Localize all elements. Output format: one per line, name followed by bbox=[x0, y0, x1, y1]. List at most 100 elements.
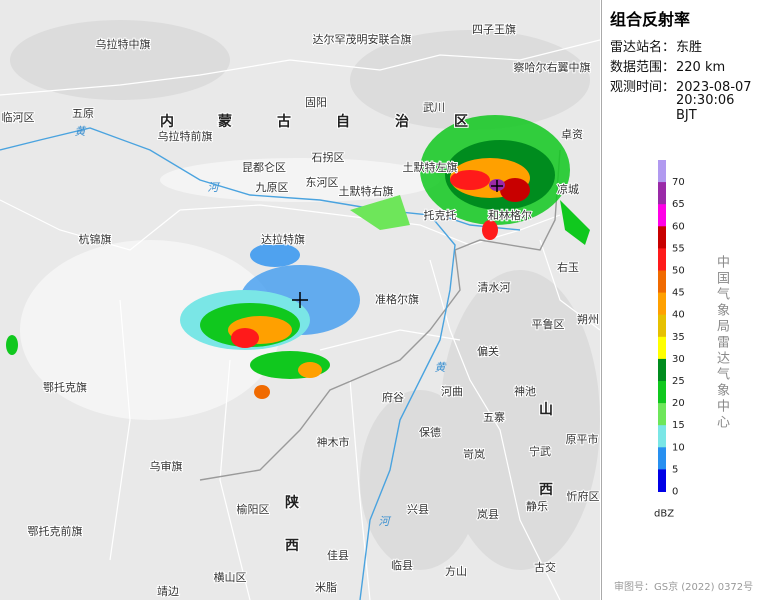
legend-tick-label: 30 bbox=[672, 354, 685, 365]
legend-tick-label: 25 bbox=[672, 376, 685, 387]
place-label: 土默特右旗 bbox=[339, 184, 394, 198]
legend-tick-label: 60 bbox=[672, 221, 685, 232]
place-label: 宁武 bbox=[529, 444, 551, 458]
place-label: 静乐 bbox=[526, 499, 548, 513]
legend-swatch bbox=[658, 447, 666, 470]
place-label: 凉城 bbox=[557, 182, 579, 196]
place-label: 察哈尔右翼中旗 bbox=[514, 60, 591, 74]
place-label: 古交 bbox=[534, 560, 556, 574]
place-label: 清水河 bbox=[478, 281, 511, 294]
place-label: 山 bbox=[539, 402, 553, 418]
place-label: 古 bbox=[277, 113, 291, 130]
legend-swatch bbox=[658, 425, 666, 448]
place-label: 保德 bbox=[419, 425, 441, 439]
place-label: 鄂托克前旗 bbox=[28, 524, 83, 538]
legend-swatch bbox=[658, 336, 666, 360]
legend-swatch bbox=[658, 226, 666, 249]
legend-swatch bbox=[658, 403, 666, 426]
panel-title: 组合反射率 bbox=[610, 10, 691, 29]
place-label: 五寨 bbox=[483, 410, 505, 424]
footer: 审图号：GS京 (2022) 0372号 bbox=[614, 582, 754, 593]
place-label: 原平市 bbox=[566, 432, 599, 446]
legend-swatch bbox=[658, 160, 666, 183]
place-label: 准格尔旗 bbox=[375, 292, 419, 306]
place-label: 土默特左旗 bbox=[403, 160, 458, 174]
place-label: 神池 bbox=[514, 384, 536, 398]
place-label: 托克托 bbox=[424, 208, 457, 222]
place-label: 鄂托克旗 bbox=[43, 380, 87, 394]
legend-swatch bbox=[658, 182, 666, 205]
place-label: 偏关 bbox=[477, 344, 499, 358]
info-value: 2023-08-07 bbox=[676, 80, 752, 95]
place-label: 治 bbox=[395, 113, 409, 130]
legend-tick-label: 15 bbox=[672, 420, 685, 431]
info-row: 雷达站名：东胜 bbox=[610, 36, 702, 55]
place-label: 朔州 bbox=[577, 313, 599, 326]
place-label: 固阳 bbox=[305, 96, 327, 109]
legend-swatch bbox=[658, 292, 666, 316]
place-label: 武川 bbox=[423, 101, 445, 114]
place-label: 乌拉特中旗 bbox=[96, 37, 151, 51]
info-label: 雷达站名： bbox=[610, 40, 676, 55]
place-label: 神木市 bbox=[317, 435, 350, 449]
radar-echo bbox=[6, 115, 590, 399]
place-label: 靖边 bbox=[157, 585, 179, 598]
place-label: 右玉 bbox=[557, 260, 579, 274]
relief bbox=[10, 20, 600, 570]
place-label: 自 bbox=[336, 113, 350, 130]
place-label: 黄 bbox=[435, 361, 448, 374]
legend-swatch bbox=[658, 204, 666, 227]
place-label: 西 bbox=[539, 482, 553, 498]
place-label: 横山区 bbox=[214, 570, 247, 584]
info-label: 数据范围： bbox=[610, 60, 676, 75]
info-row: 观测时间：2023-08-07 bbox=[610, 76, 752, 95]
legend-swatch bbox=[658, 469, 666, 492]
legend-swatch bbox=[658, 248, 666, 271]
place-label: 达拉特旗 bbox=[261, 232, 305, 246]
place-label: 河曲 bbox=[441, 385, 463, 398]
place-label: 河 bbox=[379, 515, 392, 528]
legend-unit: dBZ bbox=[654, 509, 674, 520]
legend-tick-label: 0 bbox=[672, 487, 678, 498]
place-label: 蒙 bbox=[218, 113, 232, 130]
place-label: 岚县 bbox=[477, 508, 499, 521]
legend-tick-label: 45 bbox=[672, 288, 685, 299]
place-label: 内 bbox=[160, 113, 174, 130]
place-label: 杭锦旗 bbox=[79, 232, 112, 246]
place-label: 石拐区 bbox=[312, 150, 345, 164]
sidebar: 组合反射率 雷达站名：东胜 数据范围：220 km 观测时间：2023-08-0… bbox=[601, 0, 757, 600]
place-label: 临河区 bbox=[2, 110, 35, 124]
place-label: 兴县 bbox=[407, 503, 429, 516]
legend-tick-label: 65 bbox=[672, 199, 685, 210]
place-label: 陕 bbox=[285, 494, 299, 511]
place-label: 达尔罕茂明安联合旗 bbox=[313, 32, 412, 46]
place-label: 区 bbox=[454, 114, 468, 130]
place-label: 岢岚 bbox=[463, 448, 485, 461]
province-border bbox=[199, 149, 561, 481]
legend-tick-label: 10 bbox=[672, 442, 685, 453]
place-label: 方山 bbox=[445, 564, 467, 578]
legend-tick-label: 20 bbox=[672, 398, 685, 409]
place-label: 五原 bbox=[72, 107, 94, 120]
info-label: 观测时间： bbox=[610, 80, 676, 95]
place-label: 平鲁区 bbox=[532, 317, 565, 331]
info-row: 数据范围：220 km bbox=[610, 56, 725, 75]
place-label: 乌拉特前旗 bbox=[158, 129, 213, 143]
place-label: 临县 bbox=[391, 558, 413, 572]
info-value: 20:30:06 BJT bbox=[676, 93, 735, 123]
legend-swatch bbox=[658, 381, 666, 404]
info-value: 220 km bbox=[676, 60, 726, 75]
place-label: 昆都仑区 bbox=[242, 160, 286, 174]
place-label: 东河区 bbox=[306, 176, 339, 189]
legend-tick-label: 70 bbox=[672, 177, 685, 188]
place-label: 西 bbox=[285, 538, 299, 554]
place-label: 九原区 bbox=[256, 181, 289, 194]
legend-tick-label: 40 bbox=[672, 310, 685, 321]
place-label: 黄 bbox=[75, 125, 88, 138]
place-label: 河 bbox=[208, 181, 221, 194]
place-label: 佳县 bbox=[327, 548, 349, 562]
place-label: 米脂 bbox=[315, 580, 337, 594]
place-label: 和林格尔 bbox=[488, 208, 532, 222]
